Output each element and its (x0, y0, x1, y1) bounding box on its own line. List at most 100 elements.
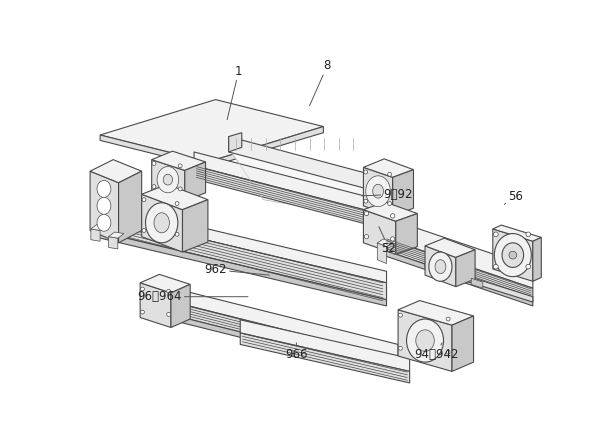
Ellipse shape (526, 232, 530, 237)
Ellipse shape (502, 243, 524, 267)
Ellipse shape (429, 252, 452, 281)
Polygon shape (240, 320, 410, 372)
Polygon shape (152, 310, 398, 377)
Polygon shape (363, 210, 396, 254)
Polygon shape (140, 283, 171, 327)
Polygon shape (396, 213, 418, 254)
Ellipse shape (154, 213, 169, 233)
Polygon shape (100, 135, 208, 167)
Polygon shape (367, 169, 381, 189)
Polygon shape (182, 200, 208, 252)
Text: 96、964: 96、964 (137, 290, 248, 303)
Polygon shape (493, 229, 533, 281)
Polygon shape (171, 284, 190, 327)
Polygon shape (363, 202, 418, 221)
Polygon shape (229, 133, 242, 152)
Polygon shape (142, 184, 208, 210)
Ellipse shape (493, 232, 498, 237)
Ellipse shape (175, 232, 179, 236)
Text: 52: 52 (379, 227, 396, 255)
Polygon shape (91, 224, 107, 231)
Ellipse shape (435, 260, 446, 273)
Ellipse shape (142, 229, 146, 232)
Text: 962: 962 (205, 263, 270, 276)
Polygon shape (456, 250, 475, 287)
Ellipse shape (175, 202, 179, 206)
Ellipse shape (407, 319, 444, 362)
Polygon shape (94, 213, 387, 300)
Polygon shape (90, 171, 119, 243)
Ellipse shape (167, 289, 171, 293)
Text: 966: 966 (285, 343, 308, 361)
Text: 56: 56 (505, 190, 524, 204)
Ellipse shape (416, 330, 434, 351)
Polygon shape (208, 127, 323, 167)
Polygon shape (385, 251, 533, 306)
Text: 94、942: 94、942 (415, 343, 459, 361)
Polygon shape (185, 162, 206, 201)
Ellipse shape (387, 172, 392, 176)
Ellipse shape (97, 197, 111, 214)
Polygon shape (140, 274, 190, 293)
Ellipse shape (140, 287, 144, 291)
Polygon shape (377, 243, 387, 264)
Polygon shape (229, 137, 367, 189)
Polygon shape (385, 238, 533, 301)
Polygon shape (152, 160, 185, 201)
Ellipse shape (152, 162, 156, 165)
Polygon shape (471, 278, 483, 288)
Polygon shape (377, 239, 393, 247)
Ellipse shape (163, 174, 172, 185)
Polygon shape (398, 301, 474, 325)
Polygon shape (493, 225, 541, 241)
Polygon shape (94, 231, 387, 306)
Polygon shape (240, 333, 410, 383)
Ellipse shape (493, 264, 498, 269)
Polygon shape (533, 238, 541, 281)
Polygon shape (100, 100, 323, 162)
Ellipse shape (509, 251, 517, 259)
Ellipse shape (167, 312, 171, 316)
Ellipse shape (157, 167, 179, 193)
Polygon shape (385, 217, 533, 288)
Polygon shape (152, 151, 206, 170)
Polygon shape (425, 263, 533, 302)
Ellipse shape (97, 214, 111, 231)
Ellipse shape (446, 317, 450, 321)
Ellipse shape (364, 199, 368, 203)
Ellipse shape (373, 184, 383, 198)
Ellipse shape (446, 350, 450, 354)
Ellipse shape (526, 264, 530, 269)
Ellipse shape (365, 211, 369, 216)
Ellipse shape (364, 170, 368, 174)
Text: 1: 1 (227, 65, 243, 120)
Ellipse shape (399, 313, 402, 317)
Polygon shape (452, 316, 474, 372)
Ellipse shape (391, 214, 395, 218)
Polygon shape (194, 166, 379, 227)
Polygon shape (229, 148, 410, 225)
Ellipse shape (366, 176, 391, 206)
Polygon shape (108, 237, 118, 249)
Ellipse shape (97, 181, 111, 197)
Ellipse shape (387, 202, 392, 206)
Polygon shape (152, 297, 398, 372)
Ellipse shape (365, 235, 369, 239)
Polygon shape (94, 202, 387, 283)
Polygon shape (91, 229, 100, 241)
Polygon shape (363, 167, 393, 216)
Ellipse shape (140, 310, 144, 314)
Polygon shape (425, 246, 456, 287)
Text: 8: 8 (310, 59, 331, 106)
Text: 9、92: 9、92 (362, 188, 413, 201)
Ellipse shape (178, 164, 182, 168)
Ellipse shape (145, 203, 178, 243)
Polygon shape (194, 152, 379, 213)
Polygon shape (363, 159, 413, 178)
Ellipse shape (495, 234, 532, 276)
Ellipse shape (152, 184, 156, 188)
Polygon shape (90, 160, 142, 183)
Polygon shape (152, 283, 398, 358)
Polygon shape (142, 194, 182, 252)
Polygon shape (119, 171, 142, 243)
